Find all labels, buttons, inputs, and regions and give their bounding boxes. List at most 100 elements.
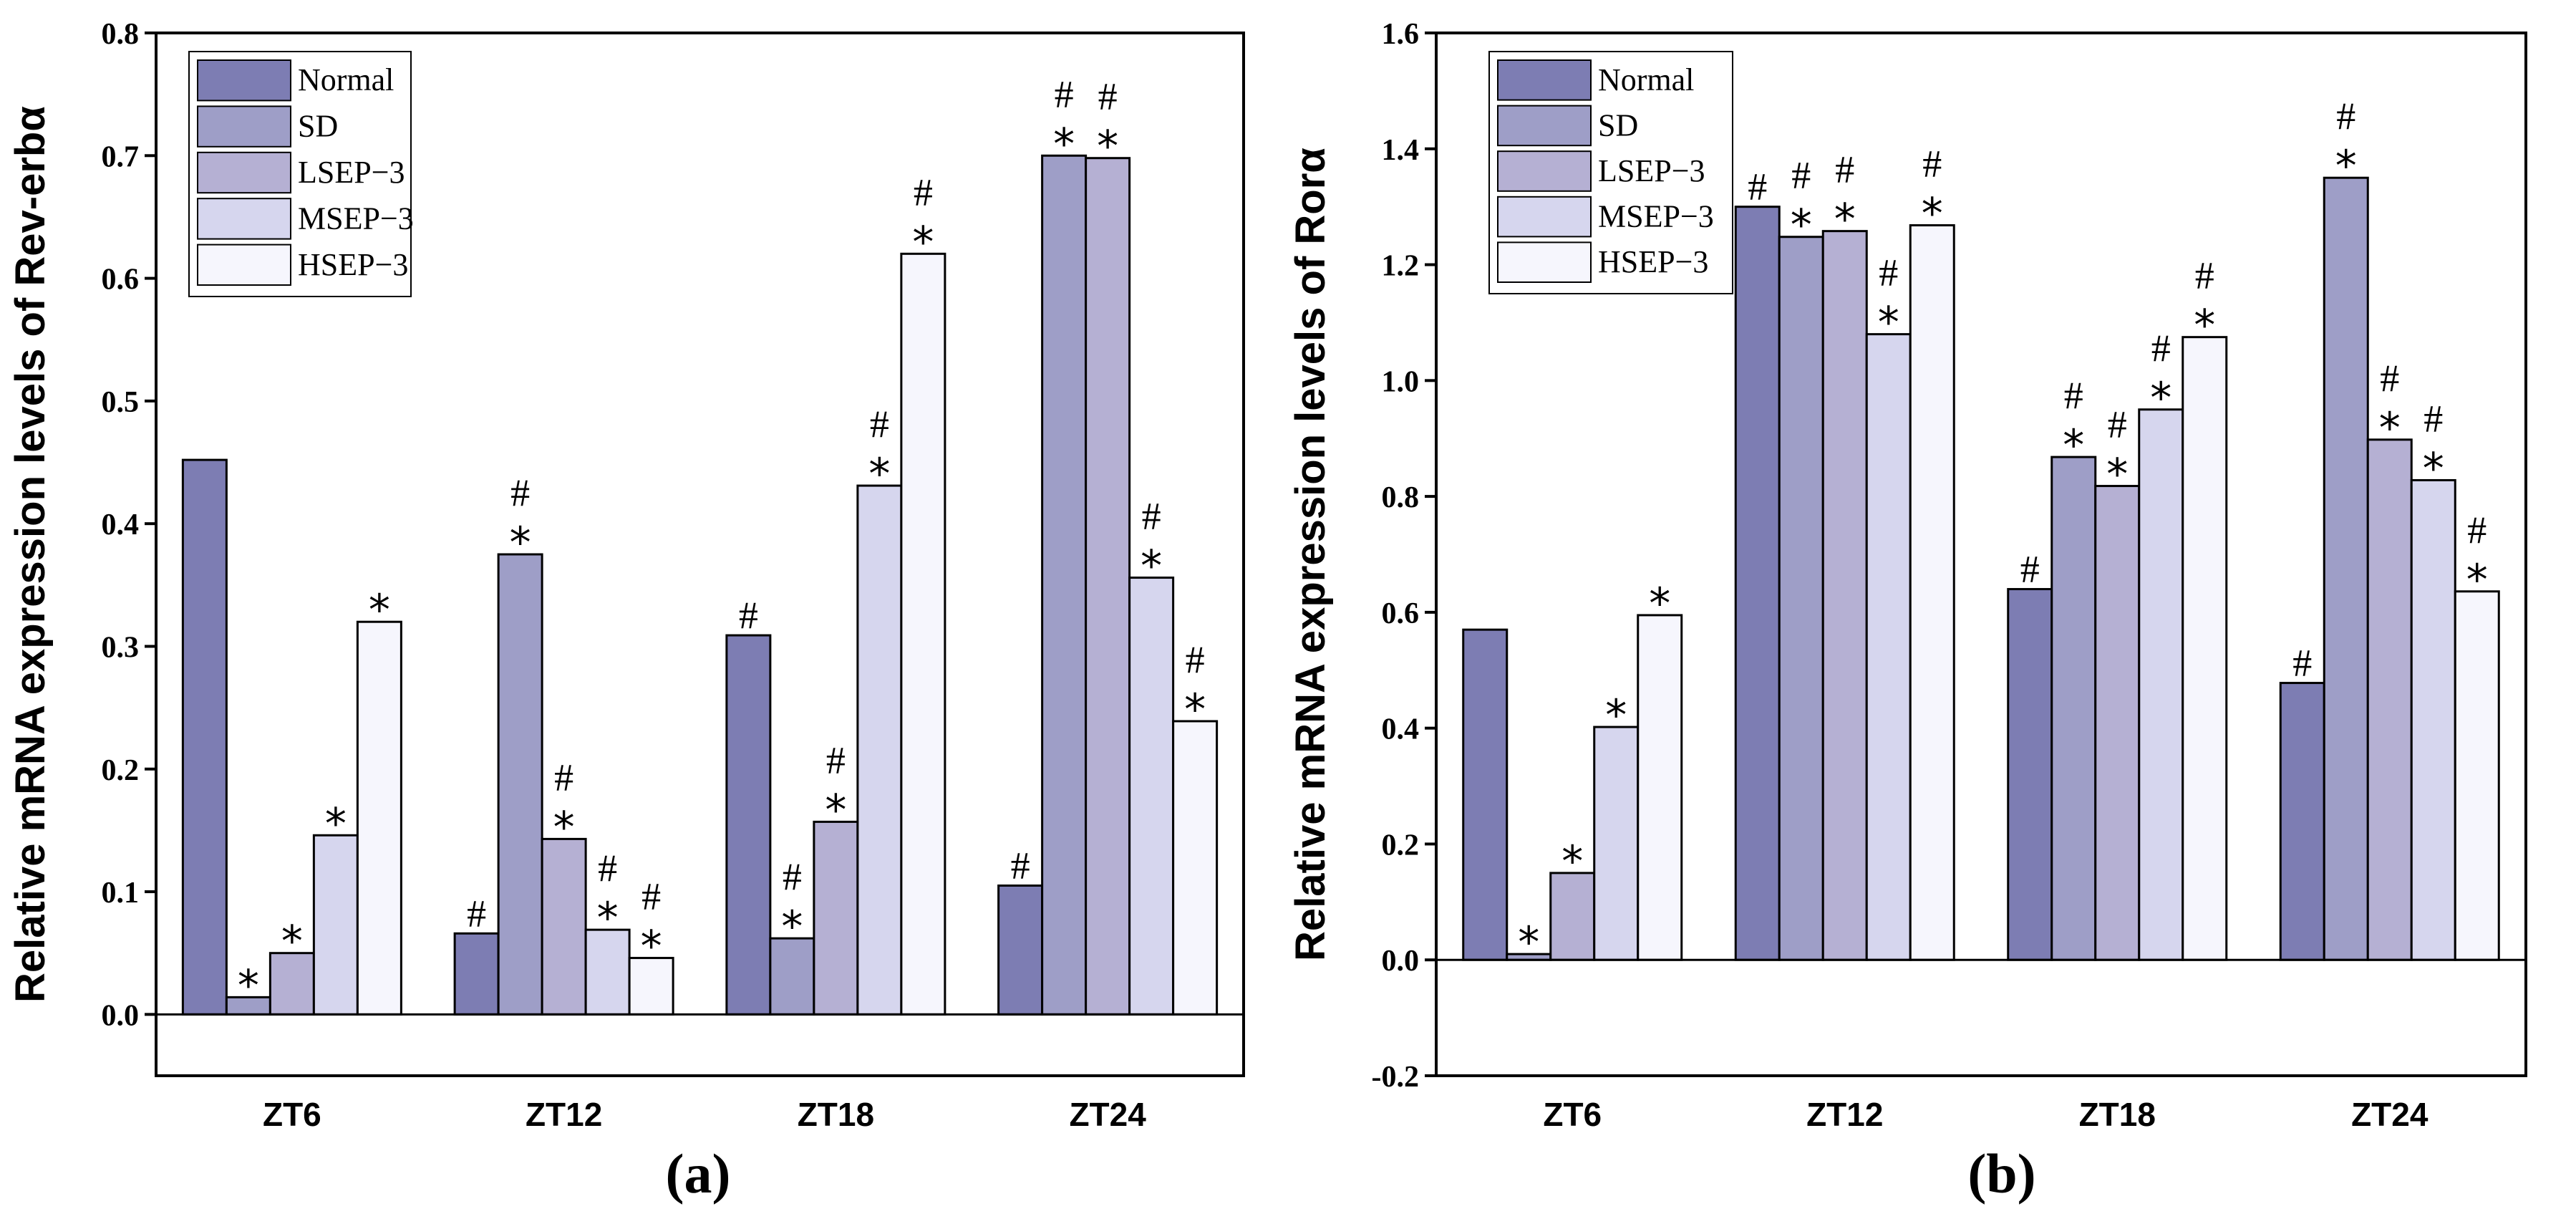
bar-lsep3-zt18 <box>2094 485 2141 961</box>
significance-asterisk: * <box>2466 555 2488 605</box>
significance-asterisk: * <box>2335 141 2357 191</box>
bar-normal-zt12 <box>1734 206 1781 961</box>
y-tick-label: 0.8 <box>1382 481 1420 514</box>
legend-swatch <box>197 105 291 148</box>
y-tick-label: 1.6 <box>1382 18 1420 51</box>
legend-swatch <box>1497 196 1592 238</box>
significance-asterisk: * <box>553 802 575 852</box>
bar-sd-zt18 <box>2050 456 2097 961</box>
significance-hash: # <box>2151 327 2171 370</box>
significance-asterisk: * <box>2423 443 2444 493</box>
y-axis-label: Relative mRNA expression levels of Rorα <box>1287 148 1334 961</box>
significance-hash: # <box>467 892 486 935</box>
x-category-label: ZT18 <box>798 1096 874 1133</box>
significance-hash: # <box>2336 95 2355 138</box>
significance-hash: # <box>1142 495 1161 538</box>
bar-hsep3-zt6 <box>356 620 402 1016</box>
bar-lsep3-zt6 <box>268 952 315 1016</box>
bar-sd-zt12 <box>1778 236 1824 961</box>
significance-hash: # <box>1186 638 1205 681</box>
legend-swatch <box>197 59 291 102</box>
y-tick-label: 1.0 <box>1382 365 1420 398</box>
plot-frame <box>155 32 1245 1077</box>
significance-asterisk: * <box>2150 373 2171 423</box>
x-category-label: ZT6 <box>1543 1096 1602 1133</box>
legend-label: SD <box>298 109 338 144</box>
significance-asterisk: * <box>2063 420 2084 471</box>
y-tick-label: 0.1 <box>102 877 140 910</box>
y-tick-label: 1.2 <box>1382 250 1420 283</box>
panel-label: (b) <box>1967 1142 2035 1205</box>
bar-lsep3-zt12 <box>1821 230 1868 961</box>
legend-label: LSEP−3 <box>1598 153 1705 188</box>
bar-lsep3-zt24 <box>2366 438 2413 961</box>
significance-asterisk: * <box>1097 122 1118 172</box>
legend-swatch <box>1497 105 1592 147</box>
x-category-label: ZT6 <box>263 1096 321 1133</box>
y-tick-label: 0.8 <box>102 18 140 51</box>
bar-sd-zt18 <box>769 937 815 1016</box>
bar-msep3-zt24 <box>2410 478 2456 961</box>
significance-hash: # <box>1922 143 1942 185</box>
bar-sd-zt24 <box>1041 154 1088 1016</box>
bar-normal-zt24 <box>997 884 1044 1016</box>
significance-hash: # <box>783 855 802 898</box>
significance-hash: # <box>1791 154 1811 197</box>
bar-hsep3-zt18 <box>900 252 946 1016</box>
bar-msep3-zt18 <box>856 484 903 1016</box>
significance-asterisk: * <box>2106 450 2128 500</box>
significance-hash: # <box>739 594 758 637</box>
bar-hsep3-zt18 <box>2182 336 2228 961</box>
significance-hash: # <box>510 471 530 514</box>
y-tick-label: 0.6 <box>102 264 140 297</box>
legend-swatch <box>1497 150 1592 192</box>
bar-normal-zt6 <box>181 458 228 1016</box>
bar-sd-zt24 <box>2323 176 2369 961</box>
bar-lsep3-zt12 <box>541 837 587 1016</box>
significance-asterisk: * <box>2379 403 2401 453</box>
y-tick-label: 0.0 <box>1382 945 1420 978</box>
legend-label: HSEP−3 <box>298 247 408 282</box>
legend-label: Normal <box>298 62 394 97</box>
significance-asterisk: * <box>510 518 531 568</box>
legend-label: Normal <box>1598 62 1694 97</box>
significance-hash: # <box>2380 357 2399 400</box>
significance-asterisk: * <box>1922 189 1943 239</box>
x-category-label: ZT24 <box>2351 1096 2429 1133</box>
significance-hash: # <box>598 847 617 890</box>
bar-msep3-zt6 <box>1593 726 1640 961</box>
significance-asterisk: * <box>1605 690 1627 741</box>
significance-asterisk: * <box>912 217 934 267</box>
significance-hash: # <box>641 875 661 918</box>
bar-normal-zt12 <box>453 932 500 1016</box>
significance-asterisk: * <box>1561 837 1583 887</box>
significance-hash: # <box>1748 165 1767 208</box>
bar-normal-zt18 <box>725 634 772 1016</box>
significance-asterisk: * <box>1141 541 1162 592</box>
bar-msep3-zt6 <box>312 834 359 1016</box>
significance-asterisk: * <box>369 585 390 635</box>
legend-swatch <box>1497 59 1592 101</box>
y-tick-label: 0.5 <box>102 386 140 419</box>
x-category-label: ZT18 <box>2079 1096 2156 1133</box>
bar-hsep3-zt24 <box>1172 720 1219 1016</box>
significance-hash: # <box>1098 75 1118 118</box>
legend-label: MSEP−3 <box>1598 199 1714 234</box>
bar-sd-zt12 <box>497 553 543 1016</box>
x-category-label: ZT24 <box>1069 1096 1146 1133</box>
plot-frame <box>1435 32 2527 1077</box>
significance-hash: # <box>2424 397 2443 440</box>
significance-asterisk: * <box>597 893 619 943</box>
significance-asterisk: * <box>1878 298 1899 348</box>
significance-hash: # <box>914 170 933 213</box>
significance-asterisk: * <box>641 922 662 972</box>
bar-msep3-zt12 <box>584 928 631 1016</box>
y-tick-label: 0.0 <box>102 999 140 1032</box>
legend-swatch <box>197 198 291 240</box>
significance-hash: # <box>870 403 889 445</box>
x-category-label: ZT12 <box>1806 1096 1883 1133</box>
bar-msep3-zt18 <box>2138 408 2184 961</box>
legend-label: MSEP−3 <box>298 201 414 236</box>
legend-label: LSEP−3 <box>298 155 405 190</box>
